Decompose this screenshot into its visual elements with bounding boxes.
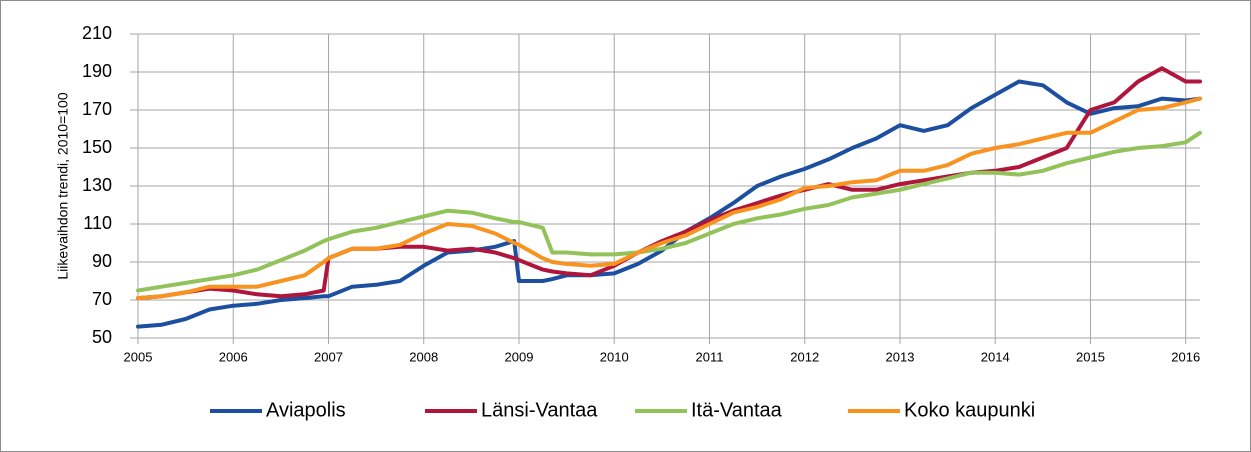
legend-label: Koko kaupunki <box>904 399 1035 421</box>
y-tick-label: 170 <box>82 99 112 119</box>
x-tick-label: 2009 <box>505 349 534 364</box>
x-tick-label: 2008 <box>409 349 438 364</box>
y-tick-label: 70 <box>92 289 112 309</box>
x-tick-label: 2016 <box>1171 349 1200 364</box>
legend-label: Itä-Vantaa <box>691 399 783 421</box>
x-tick-label: 2015 <box>1076 349 1105 364</box>
x-tick-label: 2014 <box>981 349 1010 364</box>
x-tick-label: 2006 <box>219 349 248 364</box>
x-tick-label: 2013 <box>886 349 915 364</box>
series-line <box>136 79 1202 329</box>
y-tick-label: 90 <box>92 251 112 271</box>
y-tick-label: 130 <box>82 175 112 195</box>
legend-label: Länsi-Vantaa <box>481 399 598 421</box>
y-axis-label: Liikevaihdon trendi, 2010=100 <box>55 92 71 279</box>
x-tick-label: 2010 <box>600 349 629 364</box>
y-tick-label: 50 <box>92 327 112 347</box>
y-tick-label: 210 <box>82 23 112 43</box>
y-tick-label: 110 <box>83 213 112 233</box>
y-tick-label: 150 <box>82 137 112 157</box>
legend-label: Aviapolis <box>266 399 346 421</box>
x-tick-label: 2007 <box>314 349 343 364</box>
series-line <box>136 96 1202 301</box>
y-tick-label: 190 <box>82 61 112 81</box>
x-tick-label: 2011 <box>695 349 723 364</box>
x-tick-label: 2005 <box>124 349 153 364</box>
x-tick-label: 2012 <box>790 349 819 364</box>
